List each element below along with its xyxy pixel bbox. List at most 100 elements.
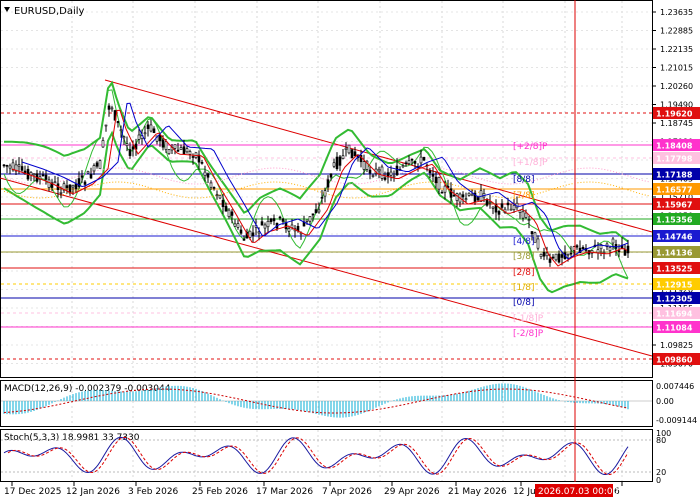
candle-body <box>524 212 528 218</box>
candle-body <box>512 205 516 210</box>
stoch-panel[interactable] <box>0 429 653 482</box>
candle-body <box>311 213 315 216</box>
candle-body <box>452 194 456 197</box>
time-tick-label: 6 <box>614 487 620 497</box>
candle-body <box>119 129 123 132</box>
time-axis[interactable]: 17 Dec 2025 12 Jan 2026 3 Feb 2026 25 Feb 2… <box>4 482 623 497</box>
candle-body <box>596 249 600 253</box>
candle-body <box>509 208 513 211</box>
price-tag-box <box>653 321 700 333</box>
price-tag-box <box>653 198 700 210</box>
price-tag-box <box>653 262 700 274</box>
candle-body <box>434 176 438 184</box>
time-tick-label: 17 Dec 2025 <box>4 487 62 497</box>
candle-body <box>554 253 558 261</box>
candle-body <box>353 151 357 157</box>
candle-body <box>461 194 465 198</box>
price-tag-box <box>653 107 700 119</box>
candle-body <box>428 170 432 174</box>
band-upper <box>3 80 629 243</box>
candle-body <box>197 154 201 163</box>
candle-body <box>131 146 135 150</box>
price-tag-label: 1.12915 <box>656 281 693 290</box>
candle-body <box>77 178 81 187</box>
candle-body <box>332 162 336 167</box>
envelope-pink <box>3 167 650 185</box>
candle-body <box>80 175 84 178</box>
time-tick-label: 25 Feb 2026 <box>192 487 248 497</box>
candle-body <box>542 251 546 257</box>
candle-body <box>239 229 243 234</box>
envelope-band <box>3 167 650 199</box>
murrey-label: [3/8] <box>513 252 535 262</box>
candle-body <box>209 182 213 188</box>
time-tick-label: 12 Ju <box>513 487 536 497</box>
candle-body <box>488 201 492 203</box>
candle-body <box>32 173 36 176</box>
candle-body <box>599 244 603 250</box>
candle-body <box>263 224 267 229</box>
candle-body <box>578 247 582 254</box>
candle-body <box>116 120 120 123</box>
price-tick-label: 1.09825 <box>660 341 693 350</box>
candle-body <box>284 222 288 230</box>
candle-body <box>92 165 96 172</box>
candle-body <box>125 143 129 146</box>
candle-body <box>146 124 150 129</box>
murrey-label: [1/8] <box>513 283 535 293</box>
candle-body <box>215 194 219 196</box>
candle-body <box>533 232 537 243</box>
candle-body <box>128 149 132 156</box>
candle-body <box>545 252 549 257</box>
candle-body <box>98 160 102 169</box>
candle-body <box>518 210 522 213</box>
price-tag-label: 1.15967 <box>656 201 692 210</box>
price-tag-label: 1.14136 <box>656 249 693 258</box>
chart-title: EURUSD,Daily <box>14 6 85 17</box>
candle-body <box>617 250 621 252</box>
candle-body <box>53 181 57 184</box>
candle-body <box>251 232 255 236</box>
ma-slow-line <box>21 102 629 260</box>
price-tag-label: 1.12305 <box>656 295 693 304</box>
candle-body <box>407 160 411 164</box>
candle-body <box>11 162 15 171</box>
price-tag-label: 1.18408 <box>656 142 693 151</box>
price-tag-label: 1.17188 <box>656 171 693 180</box>
macd-axis-label: 0.00 <box>656 397 674 406</box>
murrey-label: [+2/8]P <box>513 142 548 152</box>
candle-body <box>335 156 339 170</box>
candle-body <box>467 192 471 196</box>
candle-body <box>287 228 291 232</box>
stoch-axis-label: 20 <box>656 468 666 477</box>
price-candles <box>2 103 630 267</box>
candle-body <box>44 174 48 180</box>
candle-body <box>422 157 426 161</box>
candle-body <box>89 174 93 179</box>
macd-signal-line <box>3 388 629 414</box>
price-tag-label: 1.09860 <box>656 356 693 365</box>
candle-body <box>185 148 189 153</box>
candle-body <box>74 183 78 190</box>
candle-body <box>62 183 66 191</box>
candle-body <box>20 166 24 171</box>
price-tag-box <box>653 168 700 180</box>
candle-body <box>326 179 330 188</box>
candle-body <box>176 149 180 152</box>
candle-body <box>623 249 627 256</box>
price-tag-label: 1.14746 <box>656 233 693 242</box>
price-tag-box <box>653 246 700 258</box>
candle-body <box>566 253 570 256</box>
candle-body <box>149 124 153 132</box>
candle-body <box>320 196 324 199</box>
macd-panel[interactable] <box>0 380 653 427</box>
murrey-label: [8/8] <box>513 175 535 185</box>
candle-body <box>368 169 372 174</box>
candle-body <box>23 170 27 173</box>
candle-body <box>341 155 345 159</box>
murrey-label: [+1/8]P <box>513 158 548 168</box>
candle-body <box>161 139 165 148</box>
price-tag-label: 1.11084 <box>656 324 693 333</box>
envelope-orange <box>3 181 650 199</box>
